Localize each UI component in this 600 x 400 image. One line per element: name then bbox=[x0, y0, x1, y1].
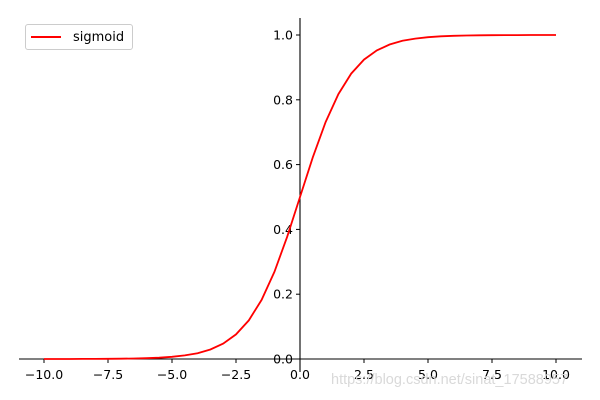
y-tick-label: 0.2 bbox=[273, 287, 293, 302]
y-ticks: 0.00.20.40.60.81.0 bbox=[273, 28, 300, 367]
axes: −10.0 −7.5 −5.0 −2.5 0.0 2.5 5.0 7.5 10.0 0.0 0.2… bbox=[19, 18, 582, 382]
x-tick-label: 2.5 bbox=[354, 367, 374, 382]
x-tick-label: 5.0 bbox=[418, 367, 438, 382]
y-tick-label: 0.8 bbox=[273, 92, 293, 107]
legend-line-swatch bbox=[31, 36, 61, 38]
x-tick-label: −10.0 bbox=[25, 367, 63, 382]
sigmoid-line bbox=[44, 34, 556, 360]
x-tick-label: −7.5 bbox=[93, 367, 123, 382]
watermark: https://blog.csdn.net/sinat_17588957 bbox=[331, 372, 569, 388]
x-ticks: −10.0 −7.5 −5.0 −2.5 0.0 2.5 5.0 7.5 10.0 bbox=[25, 359, 570, 382]
y-tick-label: 0.6 bbox=[273, 157, 293, 172]
x-tick-label: 0.0 bbox=[290, 367, 310, 382]
x-tick-label: −2.5 bbox=[221, 367, 251, 382]
x-tick-label: −5.0 bbox=[157, 367, 187, 382]
x-tick-label: 10.0 bbox=[542, 367, 570, 382]
legend-label: sigmoid bbox=[73, 29, 125, 45]
x-tick-label: 7.5 bbox=[482, 367, 502, 382]
y-tick-label: 1.0 bbox=[273, 28, 293, 43]
legend: sigmoid bbox=[25, 24, 133, 50]
y-tick-label: 0.0 bbox=[273, 352, 293, 367]
